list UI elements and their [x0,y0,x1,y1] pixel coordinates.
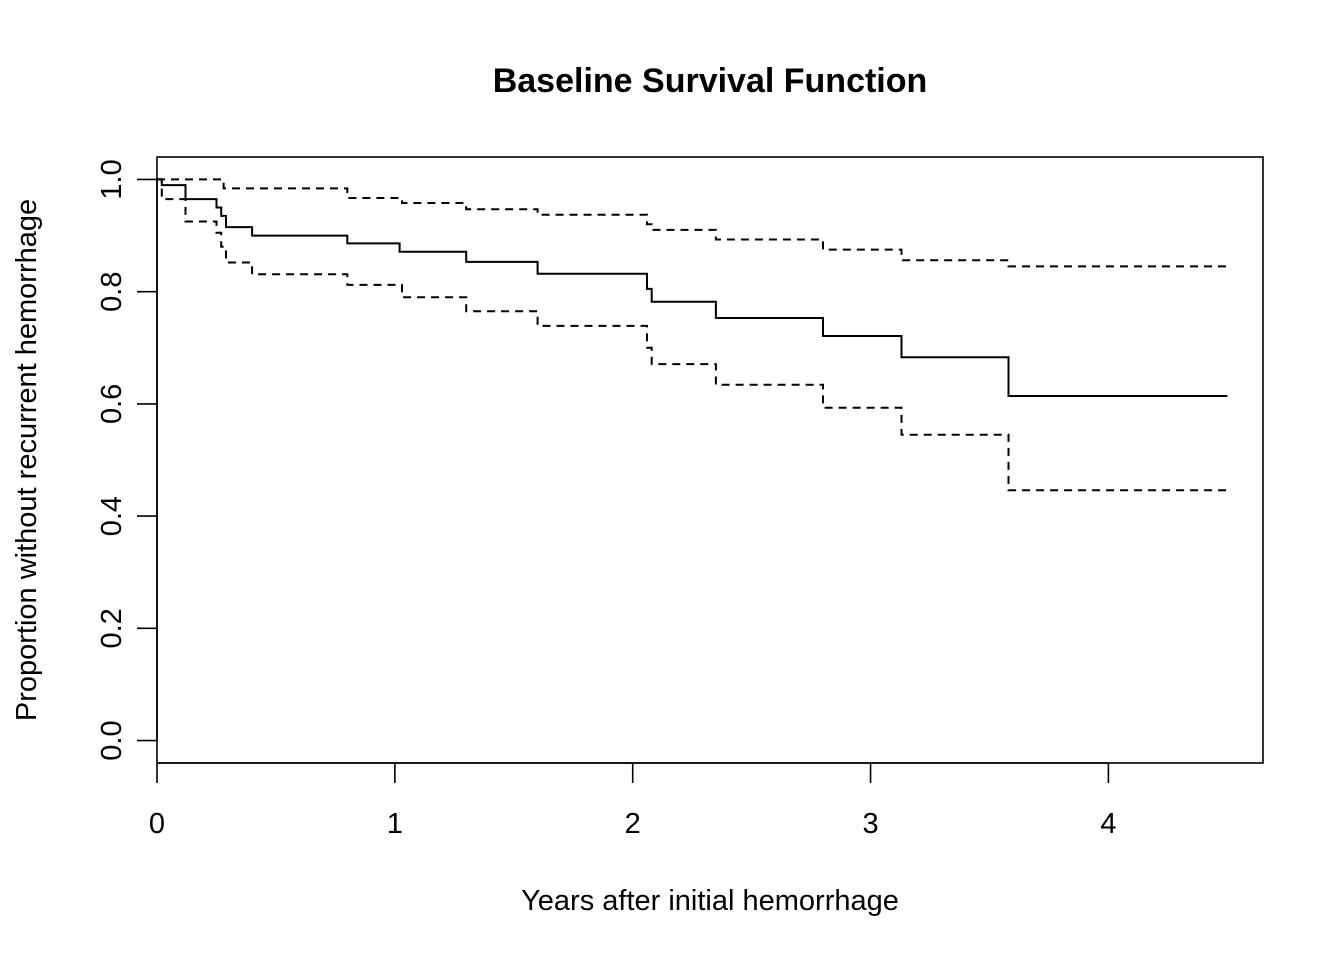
x-tick-label: 1 [387,808,403,840]
y-tick-label: 0.0 [96,720,128,760]
y-tick-label: 0.4 [96,496,128,536]
x-axis-label: Years after initial hemorrhage [521,885,899,917]
upper-confidence-bound-line [157,178,1228,268]
y-tick-label: 0.6 [96,384,128,424]
series-layer [157,178,1228,492]
plot-frame [156,156,1264,764]
y-axis-label: Proportion without recurrent hemorrhage [11,199,43,721]
chart-title: Baseline Survival Function [493,62,928,100]
y-tick-label: 1.0 [96,159,128,199]
x-tick-label: 0 [149,808,165,840]
y-tick-label: 0.8 [96,272,128,312]
y-axis: 0.0 0.2 0.4 0.6 0.8 1.0 [96,159,158,761]
x-axis: 0 1 2 3 4 [149,762,1116,840]
x-tick-label: 3 [862,808,878,840]
y-tick-label: 0.2 [96,608,128,648]
x-tick-label: 4 [1100,808,1116,840]
estimate-line [157,178,1228,397]
lower-confidence-bound-line [157,178,1228,492]
x-tick-label: 2 [625,808,641,840]
